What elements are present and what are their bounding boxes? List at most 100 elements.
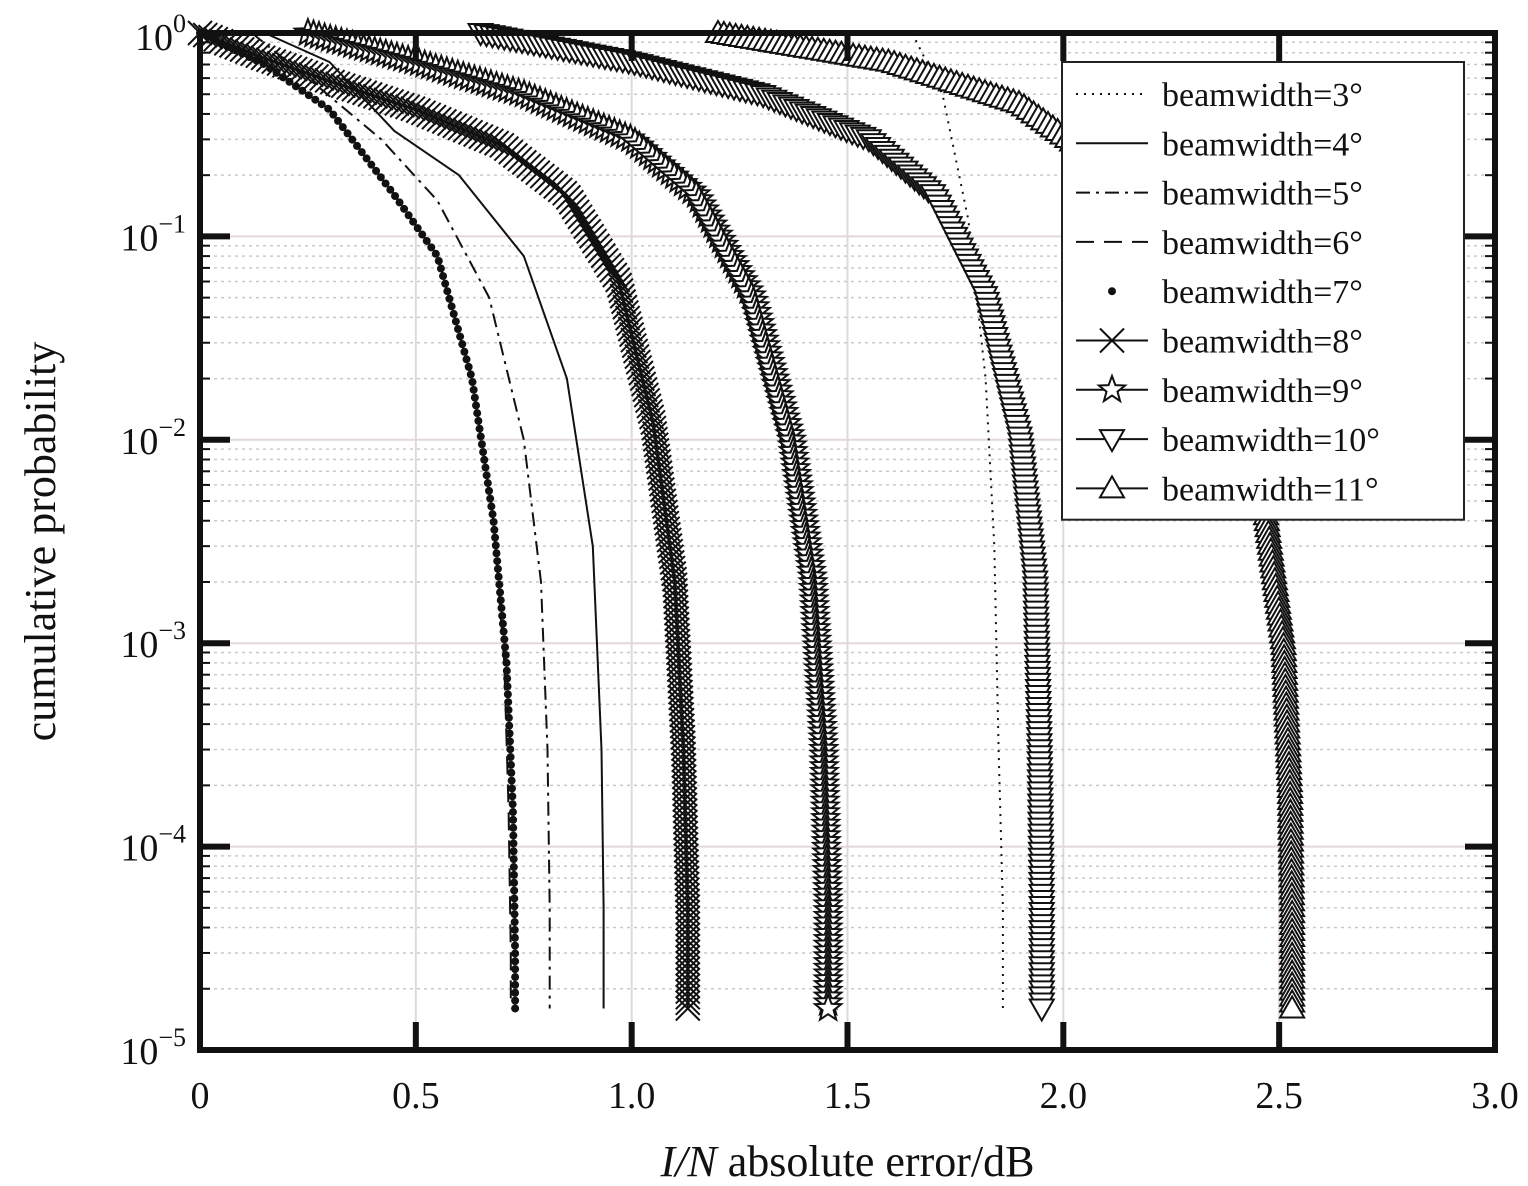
series-marker (509, 831, 518, 840)
series-marker (475, 424, 484, 433)
series-marker (511, 949, 520, 958)
ticks: 0 0.5 1.0 1.5 2.0 2.5 3.0 100 10−1 10−2 10−3 10−4 10… (120, 9, 1518, 1117)
series-marker (625, 349, 651, 375)
series-marker (484, 486, 493, 495)
series-marker (504, 713, 513, 722)
series-marker (1028, 998, 1056, 1023)
series-marker (496, 596, 505, 605)
series-marker (498, 611, 507, 620)
x-tick-label: 2.0 (1040, 1075, 1088, 1117)
series-marker (469, 385, 478, 394)
series-marker (505, 729, 514, 738)
y-tick-label: 10−2 (120, 413, 186, 463)
series-marker (650, 482, 676, 508)
series-marker (511, 996, 520, 1005)
series-marker (376, 173, 385, 182)
series-marker (510, 894, 519, 903)
series-marker (480, 455, 489, 464)
series-marker (341, 76, 367, 102)
series-marker (510, 886, 519, 895)
series-marker (357, 148, 366, 157)
series-marker (481, 463, 490, 472)
series-marker (335, 74, 362, 101)
series-marker (304, 91, 313, 100)
series-marker (626, 354, 653, 381)
series-marker (343, 129, 352, 138)
series-marker (502, 666, 511, 675)
series-marker (633, 382, 659, 408)
series-marker (400, 204, 409, 213)
series-marker (675, 995, 701, 1022)
series-marker (271, 52, 298, 79)
series-10 (466, 23, 1056, 1023)
series-marker (482, 471, 491, 480)
series-marker (503, 690, 512, 699)
series-marker (362, 83, 389, 109)
legend-label: beamwidth=7° (1162, 274, 1363, 311)
legend-entry: beamwidth=5° (1076, 176, 1363, 213)
series-marker (510, 902, 519, 911)
series-marker (487, 502, 496, 511)
series-7 (196, 29, 520, 1013)
series-marker (653, 504, 679, 531)
series-marker (466, 370, 475, 379)
series-8 (187, 20, 701, 1022)
series-marker (657, 538, 684, 564)
series-marker (303, 63, 330, 90)
legend-entry: beamwidth=7° (1108, 274, 1363, 311)
series-marker (644, 437, 670, 464)
series-marker (645, 448, 672, 475)
series-marker (500, 635, 509, 644)
series-marker (494, 572, 503, 581)
series-marker (346, 78, 373, 104)
series-marker (628, 360, 654, 386)
series-marker (357, 81, 383, 108)
series-marker (266, 50, 292, 77)
series-marker (643, 432, 669, 458)
series-marker (298, 61, 324, 88)
series-marker (504, 698, 513, 707)
series-marker (638, 404, 665, 430)
series-marker (510, 878, 519, 887)
series-marker (505, 737, 514, 746)
series-marker (474, 416, 483, 425)
series-marker (624, 343, 650, 370)
series-marker (464, 362, 473, 371)
series-marker (632, 376, 658, 403)
series-marker (1108, 287, 1116, 296)
series-marker (245, 43, 271, 69)
legend-entry: beamwidth=4° (1076, 126, 1363, 163)
legend-label: beamwidth=11° (1162, 471, 1379, 508)
series-marker (507, 784, 516, 793)
series-marker (636, 393, 662, 419)
series-marker (654, 516, 681, 542)
legend-label: beamwidth=6° (1162, 225, 1363, 262)
series-marker (324, 104, 333, 113)
y-tick-label: 10−4 (120, 820, 186, 870)
series-marker (1098, 429, 1126, 454)
series-marker (509, 870, 518, 879)
series-marker (362, 154, 371, 163)
series-marker (651, 488, 677, 514)
legend-entry: beamwidth=11° (1076, 471, 1379, 508)
series-marker (504, 705, 513, 714)
series-marker (656, 527, 682, 553)
series-line (307, 32, 830, 1009)
series-marker (418, 230, 427, 239)
series-marker (609, 283, 635, 309)
series-3 (911, 32, 1004, 1009)
y-tick-label: 10−1 (120, 209, 186, 259)
series-marker (511, 957, 520, 966)
series-marker (445, 294, 454, 303)
series-marker (338, 123, 347, 132)
legend-label: beamwidth=8° (1162, 324, 1363, 361)
series-marker (621, 332, 647, 359)
series-marker (436, 264, 445, 273)
series-marker (659, 549, 685, 576)
series-marker (472, 401, 481, 410)
series-marker (330, 72, 356, 99)
series-marker (319, 69, 346, 95)
series-marker (508, 792, 517, 801)
series-marker (646, 454, 672, 480)
